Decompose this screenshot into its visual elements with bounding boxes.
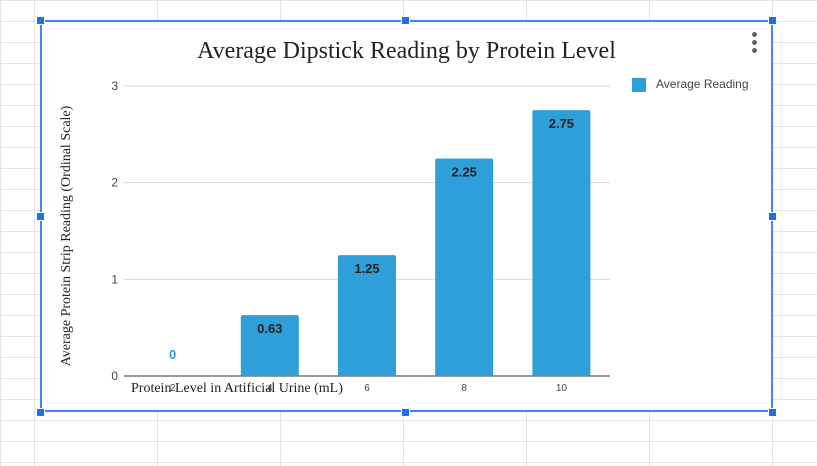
x-tick-label: 6 <box>364 383 370 394</box>
resize-handle-left[interactable] <box>36 212 45 221</box>
sheet-column-line <box>34 0 35 466</box>
data-label: 1.25 <box>354 261 379 276</box>
legend-swatch <box>632 78 646 92</box>
chart-container[interactable] <box>40 20 773 412</box>
legend-label: Average Reading <box>656 77 749 91</box>
more-options-icon[interactable] <box>750 32 760 54</box>
y-tick-label: 3 <box>111 79 118 93</box>
data-label: 2.25 <box>452 165 477 180</box>
x-tick-label: 2 <box>170 383 176 394</box>
resize-handle-top-right[interactable] <box>768 16 777 25</box>
bar <box>240 315 299 376</box>
resize-handle-right[interactable] <box>768 212 777 221</box>
bar <box>338 255 396 376</box>
resize-handle-top-left[interactable] <box>36 16 45 25</box>
y-tick-label: 0 <box>111 369 118 383</box>
resize-handle-bottom-right[interactable] <box>768 408 777 417</box>
x-axis-title: Protein Level in Artificial Urine (mL) <box>131 381 343 396</box>
y-tick-label: 1 <box>111 272 118 286</box>
x-tick-label: 8 <box>461 383 467 394</box>
y-tick-label: 2 <box>111 176 118 190</box>
bar <box>435 158 494 376</box>
data-label: 0.63 <box>257 321 282 336</box>
resize-handle-bottom-left[interactable] <box>36 408 45 417</box>
x-tick-label: 4 <box>267 383 273 394</box>
y-axis-title: Average Protein Strip Reading (Ordinal S… <box>59 105 74 367</box>
resize-handle-top[interactable] <box>401 16 410 25</box>
resize-handle-bottom[interactable] <box>401 408 410 417</box>
data-label: 2.75 <box>549 116 574 131</box>
x-tick-label: 10 <box>556 383 568 394</box>
data-label: 0 <box>169 347 176 362</box>
chart-title: Average Dipstick Reading by Protein Leve… <box>197 38 616 64</box>
bar <box>532 110 591 377</box>
